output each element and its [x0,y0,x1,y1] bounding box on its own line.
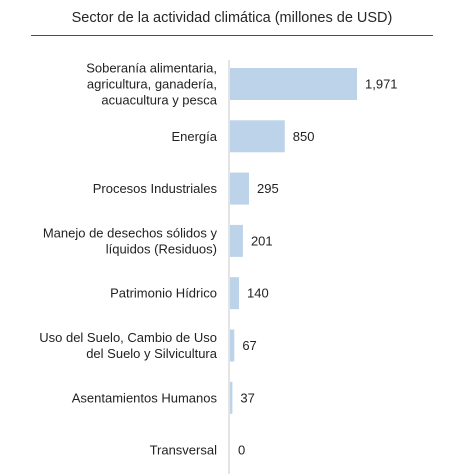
value-label-6: 37 [240,390,254,405]
category-label-4-line-0: Patrimonio Hídrico [110,286,217,301]
category-label-6-line-0: Asentamientos Humanos [72,390,218,405]
bar-2 [230,172,250,205]
value-label-0: 1,971 [365,77,398,92]
category-label-0: Soberanía alimentaria, agricultura, ganad… [86,61,218,108]
category-label-7-line-0: Transversal [150,443,218,458]
value-label-1: 850 [293,129,315,144]
value-label-2: 295 [257,181,279,196]
bar-3 [230,224,243,257]
category-label-0-line-0: Soberanía alimentaria, [86,61,217,76]
category-label-1: Energía [171,129,217,144]
value-label-4: 140 [247,286,269,301]
bar-4 [230,277,240,310]
category-label-3: Manejo de desechos sólidos y líquidos (Re… [43,225,218,256]
bar-0 [230,68,357,100]
category-label-0-line-1: agricultura, ganadería, [87,77,217,92]
category-label-5-line-0: Uso del Suelo, Cambio de Uso [39,330,217,345]
value-label-5: 67 [242,338,256,353]
category-label-5: Uso del Suelo, Cambio de Uso del Suelo y … [39,330,218,361]
bar-1 [230,120,285,153]
category-label-0-line-2: acuacultura y pesca [101,93,217,108]
value-label-7: 0 [238,443,245,458]
category-label-1-line-0: Energía [171,129,217,144]
category-label-3-line-1: líquidos (Residuos) [106,241,217,256]
bar-5 [230,329,235,362]
chart-title: Sector de la actividad climática (millon… [71,10,393,26]
category-label-2-line-0: Procesos Industriales [93,181,218,196]
title-underline [31,35,433,36]
bar-6 [230,381,233,414]
category-label-3-line-0: Manejo de desechos sólidos y [43,225,218,240]
category-label-5-line-1: del Suelo y Silvicultura [86,346,218,361]
category-label-7: Transversal [150,443,218,458]
category-label-4: Patrimonio Hídrico [110,286,217,301]
value-label-3: 201 [251,233,273,248]
category-label-6: Asentamientos Humanos [72,390,218,405]
category-label-2: Procesos Industriales [93,181,218,196]
